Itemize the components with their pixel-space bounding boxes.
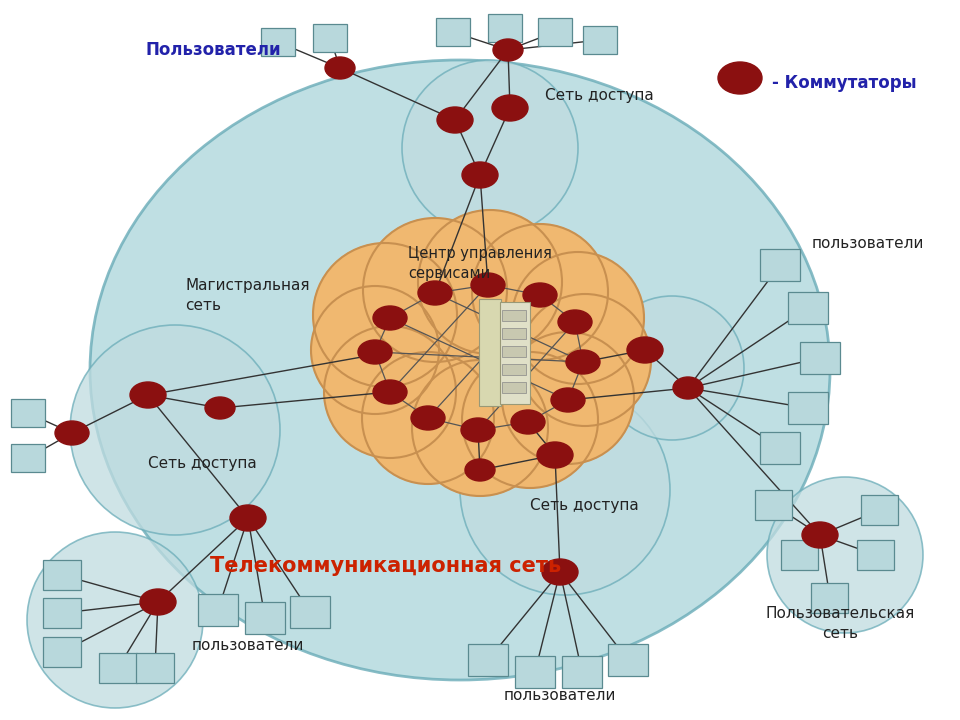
Ellipse shape: [411, 406, 445, 430]
Ellipse shape: [542, 559, 578, 585]
Ellipse shape: [55, 421, 89, 445]
Ellipse shape: [130, 382, 166, 408]
Text: Пользователи: Пользователи: [145, 41, 280, 59]
Ellipse shape: [437, 107, 473, 133]
Ellipse shape: [373, 380, 407, 404]
Ellipse shape: [566, 350, 600, 374]
Text: Центр управления
сервисами: Центр управления сервисами: [408, 246, 552, 281]
Ellipse shape: [558, 310, 592, 334]
FancyBboxPatch shape: [861, 495, 899, 525]
Ellipse shape: [90, 60, 830, 680]
FancyBboxPatch shape: [468, 644, 508, 676]
FancyBboxPatch shape: [608, 644, 648, 676]
Circle shape: [402, 60, 578, 236]
Circle shape: [460, 385, 670, 595]
Circle shape: [767, 477, 923, 633]
FancyBboxPatch shape: [501, 346, 526, 356]
Text: Сеть доступа: Сеть доступа: [148, 456, 256, 471]
Text: Сеть доступа: Сеть доступа: [545, 88, 654, 103]
Circle shape: [600, 296, 744, 440]
Circle shape: [519, 294, 651, 426]
Ellipse shape: [718, 62, 762, 94]
Text: Сеть доступа: Сеть доступа: [530, 498, 638, 513]
Circle shape: [324, 326, 456, 458]
Ellipse shape: [537, 442, 573, 468]
FancyBboxPatch shape: [515, 656, 555, 688]
Text: пользователи: пользователи: [812, 236, 924, 251]
FancyBboxPatch shape: [501, 382, 526, 392]
Ellipse shape: [465, 459, 495, 481]
Circle shape: [70, 325, 280, 535]
Text: Магистральная
сеть: Магистральная сеть: [185, 278, 309, 313]
FancyBboxPatch shape: [43, 637, 81, 667]
FancyBboxPatch shape: [760, 432, 800, 464]
Text: пользователи: пользователи: [504, 688, 616, 703]
FancyBboxPatch shape: [583, 26, 617, 54]
FancyBboxPatch shape: [562, 656, 602, 688]
Circle shape: [418, 210, 562, 354]
FancyBboxPatch shape: [811, 583, 849, 613]
Ellipse shape: [205, 397, 235, 419]
Ellipse shape: [471, 273, 505, 297]
FancyBboxPatch shape: [11, 444, 45, 472]
FancyBboxPatch shape: [501, 310, 526, 320]
Ellipse shape: [511, 410, 545, 434]
FancyBboxPatch shape: [800, 342, 840, 374]
Text: Телекоммуникационная сеть: Телекоммуникационная сеть: [210, 556, 562, 576]
Ellipse shape: [523, 283, 557, 307]
FancyBboxPatch shape: [11, 399, 45, 427]
FancyBboxPatch shape: [99, 653, 137, 683]
Circle shape: [362, 352, 494, 484]
Ellipse shape: [493, 39, 523, 61]
FancyBboxPatch shape: [136, 653, 174, 683]
FancyBboxPatch shape: [245, 602, 285, 634]
Ellipse shape: [802, 522, 838, 548]
FancyBboxPatch shape: [501, 364, 526, 374]
FancyBboxPatch shape: [479, 299, 501, 406]
Circle shape: [27, 532, 203, 708]
FancyBboxPatch shape: [313, 24, 347, 52]
Ellipse shape: [325, 57, 355, 79]
Circle shape: [462, 352, 598, 488]
Circle shape: [390, 265, 570, 445]
FancyBboxPatch shape: [781, 540, 819, 570]
FancyBboxPatch shape: [538, 18, 572, 46]
Circle shape: [311, 286, 439, 414]
Ellipse shape: [673, 377, 703, 399]
Ellipse shape: [418, 281, 452, 305]
FancyBboxPatch shape: [436, 18, 470, 46]
FancyBboxPatch shape: [488, 14, 522, 42]
FancyBboxPatch shape: [500, 302, 530, 404]
Circle shape: [472, 224, 608, 360]
FancyBboxPatch shape: [43, 598, 81, 628]
FancyBboxPatch shape: [756, 490, 793, 520]
FancyBboxPatch shape: [788, 292, 828, 324]
Ellipse shape: [230, 505, 266, 531]
Circle shape: [412, 360, 548, 496]
Circle shape: [363, 218, 507, 362]
FancyBboxPatch shape: [290, 596, 330, 628]
Ellipse shape: [140, 589, 176, 615]
Ellipse shape: [373, 306, 407, 330]
FancyBboxPatch shape: [760, 249, 800, 281]
FancyBboxPatch shape: [43, 560, 81, 590]
Circle shape: [512, 252, 644, 384]
FancyBboxPatch shape: [788, 392, 828, 424]
Text: Пользовательская
сеть: Пользовательская сеть: [765, 606, 915, 641]
Ellipse shape: [627, 337, 663, 363]
Ellipse shape: [462, 162, 498, 188]
FancyBboxPatch shape: [198, 594, 238, 626]
Circle shape: [502, 332, 634, 464]
Text: пользователи: пользователи: [192, 638, 304, 653]
Circle shape: [313, 243, 457, 387]
FancyBboxPatch shape: [857, 540, 895, 570]
Ellipse shape: [492, 95, 528, 121]
Ellipse shape: [461, 418, 495, 442]
Text: - Коммутаторы: - Коммутаторы: [772, 74, 917, 92]
FancyBboxPatch shape: [501, 328, 526, 338]
FancyBboxPatch shape: [261, 28, 295, 56]
Ellipse shape: [551, 388, 585, 412]
Ellipse shape: [358, 340, 392, 364]
